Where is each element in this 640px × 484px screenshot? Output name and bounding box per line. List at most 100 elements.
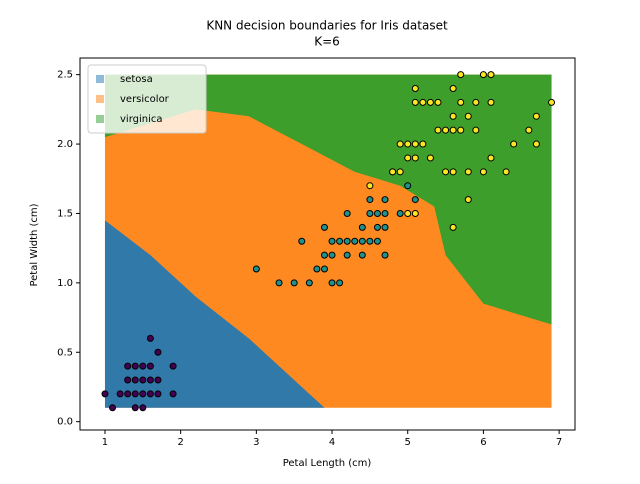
data-point (449, 85, 457, 93)
data-point (131, 390, 139, 398)
y-tick-label: 2.0 (57, 139, 73, 150)
data-point (328, 237, 336, 245)
data-point (252, 265, 260, 273)
data-point (124, 390, 132, 398)
data-point (404, 154, 412, 162)
data-point (396, 168, 404, 176)
data-point (131, 404, 139, 412)
data-point (396, 209, 404, 217)
data-point (358, 251, 366, 259)
data-point (464, 196, 472, 204)
data-point (404, 140, 412, 148)
data-point (313, 265, 321, 273)
data-point (404, 209, 412, 217)
x-tick-label: 6 (480, 437, 486, 448)
y-tick-label: 0.0 (57, 417, 73, 428)
data-point (328, 251, 336, 259)
legend-swatch (96, 75, 104, 83)
data-point (487, 98, 495, 106)
data-point (320, 251, 328, 259)
x-tick-label: 1 (102, 437, 108, 448)
data-point (169, 362, 177, 370)
x-tick-label: 3 (253, 437, 259, 448)
data-point (464, 112, 472, 120)
data-point (116, 390, 124, 398)
data-point (464, 168, 472, 176)
y-tick-label: 1.5 (57, 208, 73, 219)
decision-region (104, 220, 325, 408)
axes-frame (79, 57, 576, 431)
data-point (124, 376, 132, 384)
data-point (139, 404, 147, 412)
data-point (404, 182, 412, 190)
legend-label: setosa (120, 74, 153, 85)
data-point (389, 168, 397, 176)
data-point (320, 223, 328, 231)
x-tick-label: 7 (556, 437, 562, 448)
data-point (449, 126, 457, 134)
data-point (411, 154, 419, 162)
data-point (146, 376, 154, 384)
data-point (532, 112, 540, 120)
x-tick-label: 2 (177, 437, 183, 448)
data-point (419, 98, 427, 106)
y-axis-label: Petal Width (cm) (29, 203, 40, 286)
data-point (146, 334, 154, 342)
data-point (124, 362, 132, 370)
data-point (101, 390, 109, 398)
y-tick-label: 0.5 (57, 347, 73, 358)
data-point (457, 126, 465, 134)
data-point (373, 237, 381, 245)
data-point (169, 390, 177, 398)
data-point (366, 237, 374, 245)
data-point (411, 140, 419, 148)
data-point (381, 209, 389, 217)
chart-subtitle: K=6 (314, 35, 340, 49)
data-point (502, 168, 510, 176)
data-point (139, 390, 147, 398)
data-point (336, 237, 344, 245)
data-point (343, 237, 351, 245)
x-tick-label: 5 (405, 437, 411, 448)
data-point (154, 348, 162, 356)
data-point (434, 98, 442, 106)
legend-box (87, 64, 207, 134)
data-point (131, 376, 139, 384)
data-point (343, 209, 351, 217)
y-tick-label: 2.5 (57, 70, 73, 81)
data-point (373, 223, 381, 231)
legend-swatch (96, 115, 104, 123)
data-point (358, 223, 366, 231)
data-point (373, 209, 381, 217)
data-point (154, 376, 162, 384)
data-point (366, 182, 374, 190)
data-point (381, 196, 389, 204)
data-point (434, 126, 442, 134)
data-point (396, 140, 404, 148)
data-point (449, 223, 457, 231)
data-point (426, 98, 434, 106)
data-point (411, 196, 419, 204)
data-point (411, 85, 419, 93)
data-point (532, 140, 540, 148)
data-point (146, 362, 154, 370)
data-point (290, 279, 298, 287)
data-point (442, 168, 450, 176)
data-point (275, 279, 283, 287)
data-point (139, 376, 147, 384)
data-point (328, 279, 336, 287)
data-point (449, 112, 457, 120)
data-point (358, 237, 366, 245)
data-point (351, 237, 359, 245)
chart-title: KNN decision boundaries for Iris dataset (206, 19, 448, 33)
data-point (343, 251, 351, 259)
data-point (479, 168, 487, 176)
data-point (479, 71, 487, 79)
data-point (525, 126, 533, 134)
data-point (442, 126, 450, 134)
data-point (305, 279, 313, 287)
data-point (426, 154, 434, 162)
data-point (298, 237, 306, 245)
legend-label: virginica (120, 114, 163, 125)
data-point (146, 390, 154, 398)
